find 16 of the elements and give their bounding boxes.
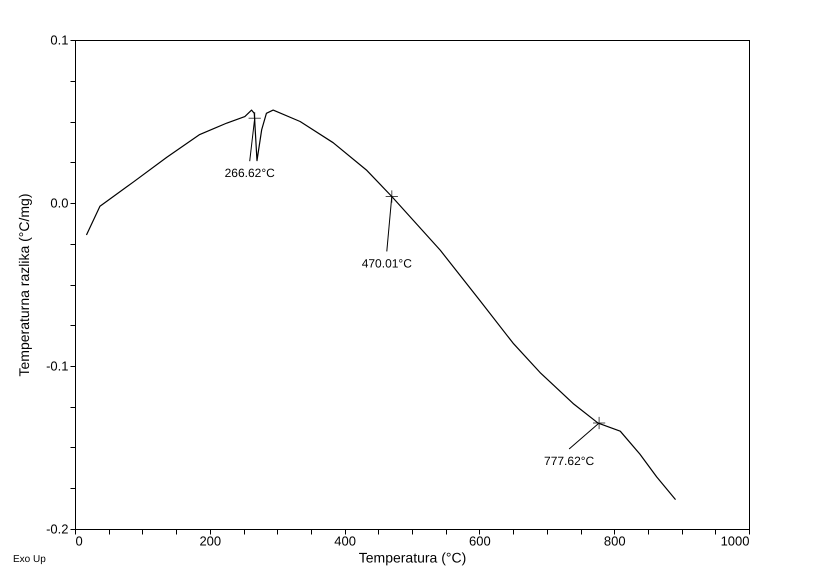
x-tick-label: 400 [334, 534, 356, 548]
x-tick-label: 800 [604, 534, 626, 548]
annotation: 470.01°C [362, 256, 412, 270]
annotation: 777.62°C [544, 454, 595, 468]
x-tick-label: 1000 [720, 534, 750, 548]
y-tick-label: 0.1 [50, 32, 68, 48]
x-axis-title: Temperatura (°C) [358, 550, 466, 566]
y-axis-title: Temperaturna razlika (°C/mg) [16, 194, 32, 376]
x-tick-label: 0 [76, 534, 83, 548]
text: Exo Up [13, 554, 46, 565]
y-tick-label: 0.0 [50, 196, 68, 210]
annotation: 266.62°C [224, 166, 276, 180]
y-tick-label: -0.2 [46, 522, 68, 536]
y-tick-label: -0.1 [46, 358, 68, 374]
x-tick-label: 600 [469, 534, 491, 548]
x-tick-label: 200 [199, 534, 222, 548]
